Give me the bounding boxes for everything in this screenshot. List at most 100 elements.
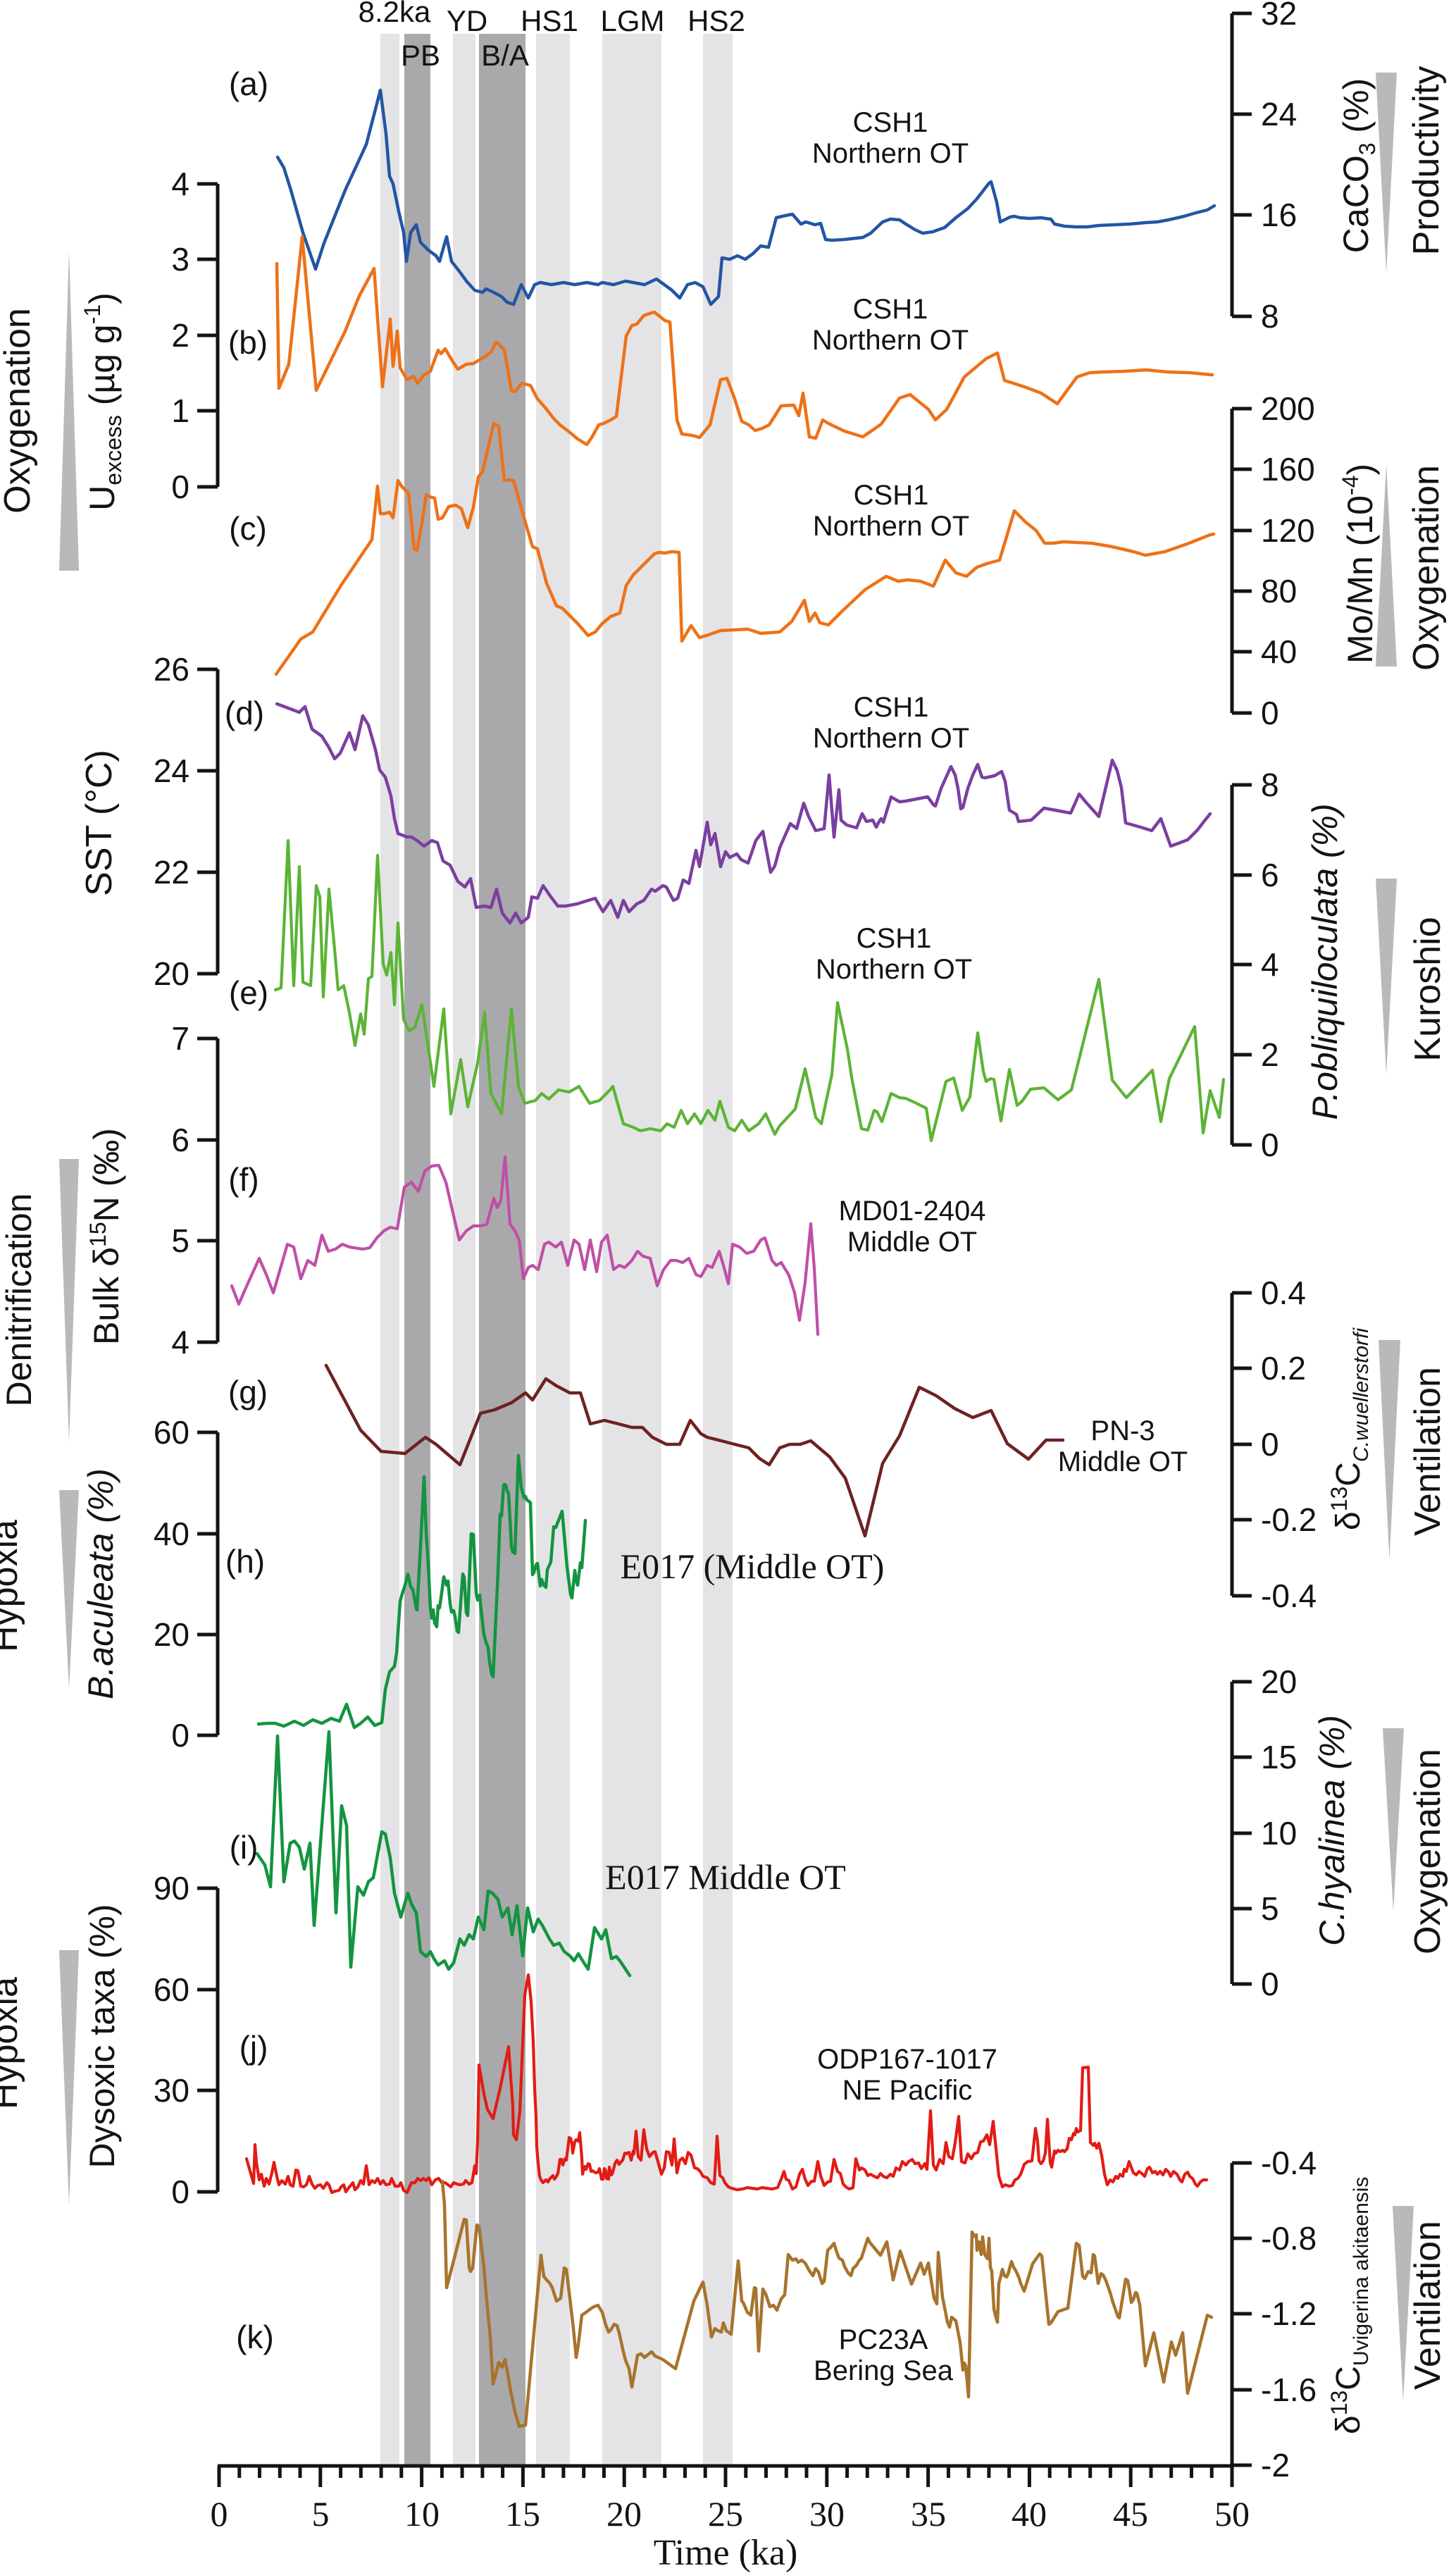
svg-text:(j): (j)	[239, 2029, 268, 2066]
svg-text:40: 40	[1261, 633, 1297, 670]
svg-text:Kuroshio: Kuroshio	[1407, 917, 1448, 1061]
svg-text:5: 5	[312, 2494, 330, 2534]
svg-text:Oxygenation: Oxygenation	[1406, 465, 1447, 671]
svg-text:Northern OT: Northern OT	[816, 954, 972, 985]
svg-text:(i): (i)	[230, 1829, 259, 1866]
svg-text:CaCO3 (%): CaCO3 (%)	[1336, 78, 1380, 253]
svg-text:1: 1	[171, 392, 189, 429]
svg-text:Time (ka): Time (ka)	[654, 2533, 798, 2573]
svg-text:0.4: 0.4	[1261, 1275, 1306, 1311]
svg-text:25: 25	[708, 2494, 743, 2534]
svg-text:CSH1: CSH1	[853, 294, 928, 325]
svg-text:35: 35	[911, 2494, 946, 2534]
svg-text:Dysoxic taxa (%): Dysoxic taxa (%)	[82, 1904, 122, 2168]
svg-text:Ventilation: Ventilation	[1407, 1367, 1448, 1536]
svg-text:120: 120	[1261, 512, 1315, 549]
svg-text:LGM: LGM	[600, 4, 664, 37]
svg-text:-2: -2	[1261, 2447, 1290, 2484]
svg-text:200: 200	[1261, 390, 1315, 427]
svg-text:22: 22	[154, 854, 189, 891]
svg-text:8: 8	[1261, 767, 1279, 803]
svg-text:PB: PB	[401, 39, 440, 72]
svg-text:6: 6	[171, 1122, 189, 1158]
svg-text:-0.2: -0.2	[1261, 1501, 1317, 1538]
svg-text:HS2: HS2	[687, 4, 745, 37]
svg-text:(g): (g)	[228, 1374, 268, 1410]
svg-text:ODP167-1017: ODP167-1017	[817, 2044, 997, 2075]
svg-text:MD01-2404: MD01-2404	[838, 1196, 985, 1227]
svg-text:7: 7	[171, 1020, 189, 1057]
svg-text:Bering Sea: Bering Sea	[814, 2355, 954, 2386]
svg-text:0: 0	[1261, 695, 1279, 731]
svg-text:(b): (b)	[228, 324, 268, 361]
svg-text:Productivity: Productivity	[1406, 66, 1447, 256]
svg-text:PC23A: PC23A	[839, 2324, 928, 2355]
svg-text:CSH1: CSH1	[854, 480, 929, 511]
svg-text:0: 0	[171, 2174, 189, 2210]
svg-text:20: 20	[154, 955, 189, 992]
svg-text:0: 0	[1261, 1127, 1279, 1163]
svg-text:YD: YD	[447, 4, 487, 37]
svg-text:(f): (f)	[228, 1161, 259, 1198]
svg-text:30: 30	[154, 2072, 189, 2109]
svg-text:(e): (e)	[229, 974, 268, 1011]
svg-text:CSH1: CSH1	[853, 107, 928, 138]
svg-text:Uexcess (µg g-1): Uexcess (µg g-1)	[80, 292, 126, 511]
svg-text:Ventilation: Ventilation	[1407, 2221, 1448, 2390]
svg-text:24: 24	[154, 752, 189, 789]
svg-text:160: 160	[1261, 451, 1315, 488]
svg-text:6: 6	[1261, 857, 1279, 893]
svg-text:40: 40	[154, 1515, 189, 1552]
svg-text:SST (°C): SST (°C)	[79, 750, 120, 896]
svg-text:8.2ka: 8.2ka	[359, 0, 431, 28]
svg-text:10: 10	[1261, 1815, 1297, 1852]
svg-text:Hypoxia: Hypoxia	[0, 1520, 25, 1652]
svg-text:Northern OT: Northern OT	[812, 138, 969, 169]
svg-text:15: 15	[1261, 1739, 1297, 1775]
svg-text:10: 10	[404, 2494, 440, 2534]
svg-text:50: 50	[1214, 2494, 1250, 2534]
svg-text:CSH1: CSH1	[854, 692, 929, 723]
svg-text:2: 2	[1261, 1036, 1279, 1073]
svg-text:Oxygenation: Oxygenation	[0, 308, 38, 514]
svg-text:Mo/Mn (10-4): Mo/Mn (10-4)	[1338, 464, 1380, 664]
svg-text:90: 90	[154, 1870, 189, 1906]
svg-text:60: 60	[154, 1971, 189, 2008]
svg-text:20: 20	[606, 2494, 642, 2534]
svg-text:3: 3	[171, 241, 189, 278]
svg-text:24: 24	[1261, 96, 1297, 132]
svg-text:B.aculeata (%): B.aculeata (%)	[81, 1468, 120, 1699]
svg-text:20: 20	[154, 1616, 189, 1653]
svg-text:Oxygenation: Oxygenation	[1407, 1749, 1448, 1954]
svg-text:5: 5	[1261, 1890, 1279, 1927]
svg-text:C.hyalinea (%): C.hyalinea (%)	[1312, 1715, 1352, 1946]
svg-text:40: 40	[1012, 2494, 1047, 2534]
svg-text:-0.4: -0.4	[1261, 2145, 1317, 2181]
svg-text:0: 0	[1261, 1426, 1279, 1463]
svg-text:E017 (Middle OT): E017 (Middle OT)	[621, 1546, 885, 1586]
svg-text:CSH1: CSH1	[857, 923, 932, 954]
svg-text:(a): (a)	[229, 66, 268, 102]
svg-text:E017 Middle OT: E017 Middle OT	[605, 1857, 846, 1897]
svg-text:Denitrification: Denitrification	[0, 1194, 39, 1407]
svg-text:B/A: B/A	[481, 39, 529, 72]
svg-text:0: 0	[1261, 1966, 1279, 2002]
svg-text:-0.8: -0.8	[1261, 2220, 1317, 2257]
svg-text:45: 45	[1113, 2494, 1148, 2534]
svg-text:HS1: HS1	[521, 4, 578, 37]
svg-text:4: 4	[171, 166, 189, 202]
svg-text:Northern OT: Northern OT	[813, 723, 969, 754]
svg-text:(d): (d)	[225, 695, 264, 731]
svg-text:Northern OT: Northern OT	[812, 325, 969, 356]
svg-text:32: 32	[1261, 0, 1297, 32]
svg-text:26: 26	[154, 651, 189, 688]
svg-text:0: 0	[171, 1717, 189, 1754]
svg-text:60: 60	[154, 1414, 189, 1451]
svg-text:2: 2	[171, 317, 189, 354]
svg-text:(h): (h)	[225, 1543, 265, 1580]
svg-text:-0.4: -0.4	[1261, 1577, 1317, 1614]
svg-text:P.obliquiloculata (%): P.obliquiloculata (%)	[1305, 803, 1345, 1120]
svg-text:8: 8	[1261, 298, 1279, 335]
svg-text:4: 4	[1261, 946, 1279, 983]
svg-text:0: 0	[211, 2494, 228, 2534]
